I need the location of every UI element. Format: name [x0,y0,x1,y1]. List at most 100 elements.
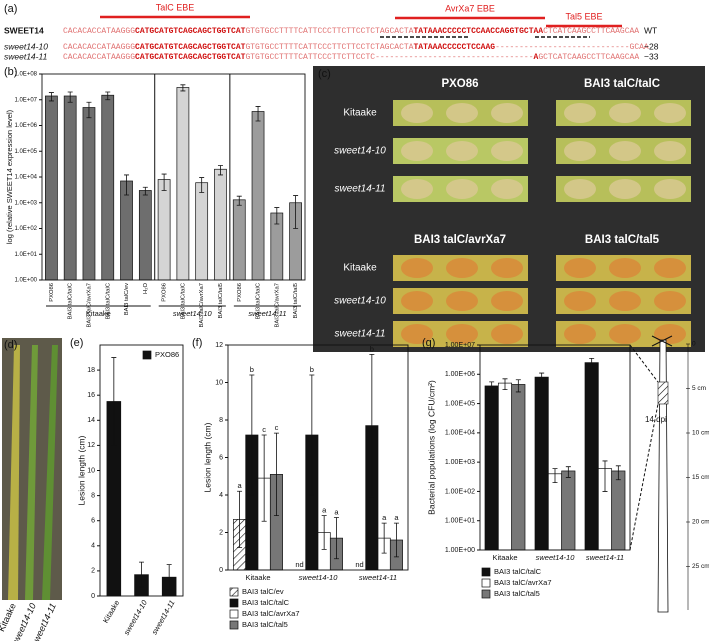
scale-label: 10 cm [692,430,709,437]
genotype-label: Kitaake [343,108,377,119]
legend-label: BAI3 talC/tal5 [242,620,288,629]
plot-frame [99,344,184,597]
significance-letter: a [382,513,387,522]
y-tick-label: 1.00E+05 [445,400,475,407]
y-axis-label: Lesion length (cm) [76,435,86,505]
bar [45,95,58,281]
bar [176,87,190,281]
lesion-spot [401,324,433,344]
error-bar [199,177,205,193]
lesion-spot [446,324,478,344]
row-suffix: WT [644,25,657,35]
lesion-spot [491,103,523,123]
error-bar [139,561,144,588]
lesion-spot [609,258,641,278]
error-bar [180,84,186,92]
photo-c: PXO86 BAI3 talC/talC Kitaake sweet14-10 swee… [334,78,691,347]
y-tick-label: 1.00E+07 [445,342,475,349]
legend-label: BAI3 talC/tal5 [494,589,540,598]
error-bar [333,517,339,560]
sequence-part: GCAA [630,43,649,52]
plot-frame [479,344,631,551]
error-bar [602,460,608,492]
condition-title: BAI3 talC/talC [584,78,660,90]
lesion-spot [564,291,596,311]
x-tick-label: BAI3 talC/avrXa7 [86,283,92,327]
lesion-spot [491,291,523,311]
scale-label: 25 cm [692,563,709,570]
error-bar [489,381,495,393]
y-tick-label: 6 [91,518,95,525]
sequence-part: GTGTGCCTTTTCATTCCCTTCTTCCTC [245,53,375,62]
x-tick-label: BAI3 talC/tal5 [218,283,224,318]
error-bar [217,165,223,176]
x-tick-label: BAI3 talC/tal5 [293,283,299,318]
sequence-part: GCTCATCAAGCCTTCAAGCAA [538,53,639,62]
lesion-spot [446,291,478,311]
error-bar [502,378,508,390]
leaf [8,345,20,600]
panel-label: (g) [422,337,435,349]
bar [561,470,576,551]
sequence: CACACACCATAAGGGCATGCATGTCAGCAGCTGGTCATGT… [63,43,649,52]
error-bar [273,432,279,517]
significance-letter: c [262,425,266,434]
scale-label: 0 [692,341,696,348]
row-label: SWEET14 [4,25,44,35]
legend-label: BAI3 talC/talC [242,598,290,607]
x-tick-label: sweet14-11 [150,598,177,636]
genotype-label: sweet14-10 [334,296,386,307]
bar [484,385,499,551]
bar [101,94,115,281]
legend-swatch [229,609,239,619]
lesion-spot [564,258,596,278]
error-bar [105,91,111,101]
error-bar [293,195,299,229]
y-axis-label: log (relative SWEET14 expression level) [5,109,14,244]
bar [157,179,171,281]
sequence-part: A [534,53,539,62]
bar [584,362,599,551]
significance-letter: b [370,344,374,353]
scissors [651,335,673,347]
lesion-spot [401,103,433,123]
ebe-label: TalC EBE [156,2,195,12]
lesion-spot [491,179,523,199]
y-tick-label: 0 [91,593,95,600]
y-tick-label: 16 [87,392,95,399]
bar [547,473,563,551]
significance-letter: nd [355,560,363,569]
x-tick-label: BAI3 talC/talC [105,283,111,319]
group-label: Kitaake [86,309,111,318]
panel-label: (b) [4,66,17,78]
y-tick-label: 1.00E+04 [445,430,475,437]
y-tick-label: 1.0E+05 [14,149,37,155]
lesion-spot [446,258,478,278]
y-tick-label: 1.0E+00 [14,278,37,284]
bar [138,190,152,281]
bar [497,382,513,551]
y-tick-label: 1.0E+01 [14,252,37,258]
error-bar [539,372,545,384]
y-tick-label: 2 [91,568,95,575]
x-tick-label: sweet14-10 [536,553,576,562]
x-tick-label: PXO86 [237,283,243,302]
lesion-spot [654,291,686,311]
genotype-label: sweet14-10 [334,146,386,157]
y-tick-label: 4 [91,543,95,550]
error-bar [552,468,558,484]
x-tick-label: H₂O [143,283,149,294]
lesion-spot [564,179,596,199]
row-suffix: −33 [644,51,659,61]
sequence-part: CTCATCAAGCCTTCAAGCAA [543,27,639,36]
y-tick-label: 1.00E+02 [445,488,475,495]
panel-label: (c) [318,68,331,80]
x-tick-label: sweet14-10 [122,598,150,637]
significance-letter: nd [295,560,303,569]
significance-letter: a [237,481,242,490]
sequence-part: CATGCATGTCAGCAGCTGGTCAT [135,43,246,52]
x-tick-label: BAI3 talC/talC [68,283,74,319]
legend-label: BAI3 talC/ev [242,587,284,596]
leaf-label: Kitaake [0,602,18,633]
